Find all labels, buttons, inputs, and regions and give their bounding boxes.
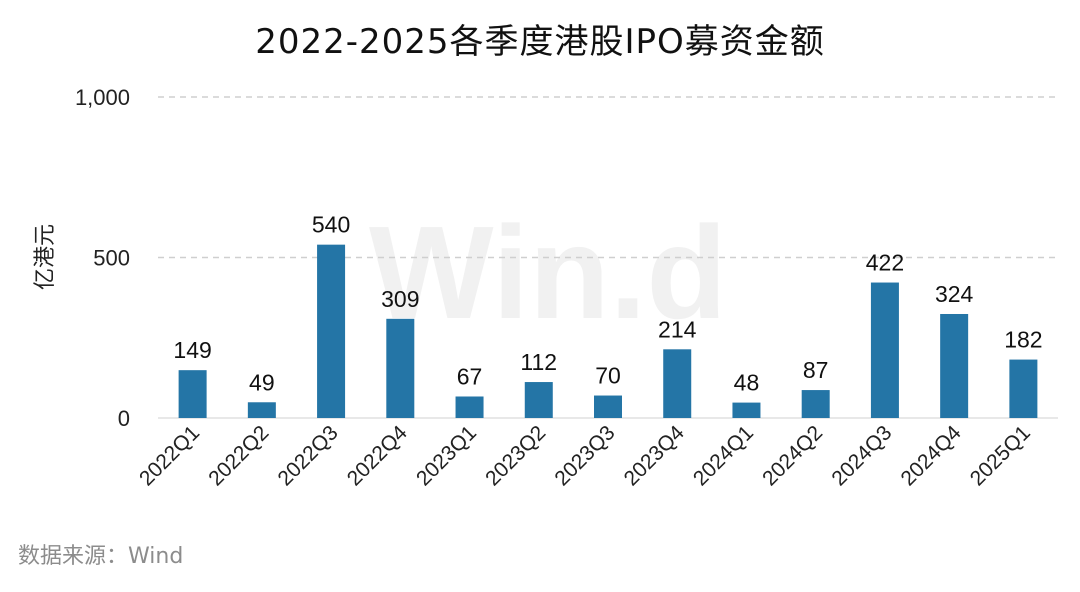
y-tick-label: 500 bbox=[93, 246, 130, 271]
grid-lines bbox=[158, 96, 1058, 259]
value-label: 48 bbox=[734, 370, 760, 396]
bar bbox=[317, 244, 346, 418]
bar bbox=[178, 370, 207, 418]
category-label: 2024Q1 bbox=[689, 421, 758, 490]
value-label: 214 bbox=[658, 316, 697, 342]
category-label: 2022Q2 bbox=[204, 421, 273, 490]
watermark: Win.d bbox=[369, 199, 727, 346]
category-label: 2023Q3 bbox=[550, 421, 619, 490]
value-label: 67 bbox=[457, 363, 483, 389]
bar bbox=[1009, 359, 1038, 418]
bar bbox=[594, 395, 622, 418]
bar bbox=[732, 402, 761, 418]
value-label: 309 bbox=[381, 286, 419, 312]
category-label: 2024Q2 bbox=[758, 421, 827, 490]
y-axis-ticks: 0 500 1,000 bbox=[75, 85, 130, 431]
y-tick-label: 1,000 bbox=[75, 85, 130, 110]
category-label: 2023Q2 bbox=[481, 421, 550, 490]
bar bbox=[940, 313, 969, 418]
category-label: 2025Q1 bbox=[966, 421, 1035, 490]
category-label: 2022Q1 bbox=[135, 421, 204, 490]
bars bbox=[178, 244, 1038, 418]
bar bbox=[524, 382, 553, 418]
bar bbox=[386, 318, 415, 418]
category-label: 2022Q4 bbox=[343, 421, 412, 490]
value-label: 87 bbox=[803, 357, 829, 383]
value-label: 182 bbox=[1004, 327, 1042, 353]
bar bbox=[870, 282, 899, 418]
y-tick-label: 0 bbox=[118, 406, 130, 431]
category-label: 2024Q4 bbox=[897, 421, 966, 490]
category-labels: 2022Q1 2022Q2 2022Q3 2022Q4 2023Q1 2023Q2 2023… bbox=[135, 421, 1035, 490]
value-labels: 149 49 540 309 67 112 70 214 48 87 422 324 182 bbox=[173, 212, 1042, 396]
bar bbox=[247, 402, 276, 418]
bar bbox=[663, 349, 692, 418]
y-axis-label: 亿港元 bbox=[33, 224, 58, 290]
value-label: 70 bbox=[595, 363, 621, 389]
chart-title: 2022-2025各季度港股IPO募资金额 bbox=[255, 22, 825, 62]
source-note: 数据来源：Wind bbox=[18, 544, 184, 569]
value-label: 112 bbox=[520, 349, 557, 375]
category-label: 2024Q3 bbox=[827, 421, 896, 490]
value-label: 324 bbox=[935, 281, 974, 307]
value-label: 422 bbox=[866, 250, 904, 276]
bar bbox=[801, 390, 830, 418]
bar bbox=[455, 396, 484, 418]
value-label: 149 bbox=[173, 337, 211, 363]
category-label: 2023Q1 bbox=[412, 421, 481, 490]
category-label: 2022Q3 bbox=[274, 421, 343, 490]
category-label: 2023Q4 bbox=[620, 421, 689, 490]
value-label: 540 bbox=[312, 212, 350, 238]
value-label: 49 bbox=[249, 369, 275, 395]
